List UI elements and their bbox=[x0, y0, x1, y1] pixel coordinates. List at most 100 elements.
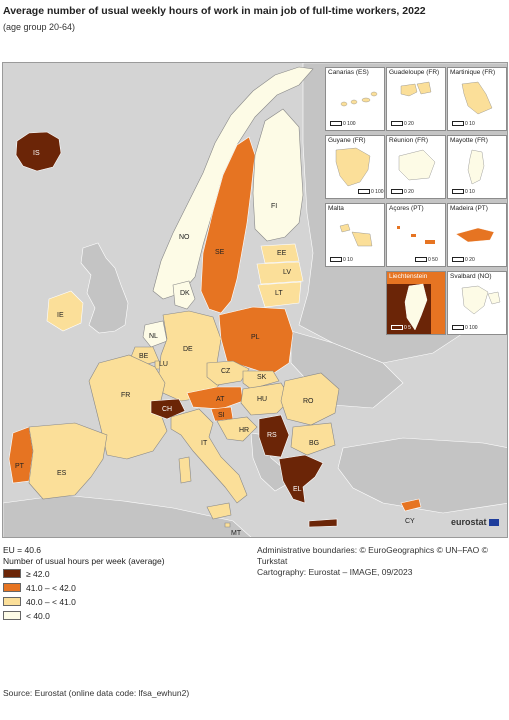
inset-reunion: Réunion (FR) 0 20 bbox=[386, 135, 446, 199]
legend-heading: Number of usual hours per week (average) bbox=[3, 556, 165, 566]
inset-canarias-label: Canarias (ES) bbox=[328, 69, 369, 76]
label-no: NO bbox=[179, 234, 190, 241]
legend-item: ≥ 42.0 bbox=[3, 567, 165, 580]
inset-malta-scale: 0 10 bbox=[330, 257, 353, 263]
inset-madeira-shape bbox=[455, 227, 495, 243]
label-lv: LV bbox=[283, 269, 291, 276]
label-ro: RO bbox=[303, 398, 314, 405]
label-is: IS bbox=[33, 150, 40, 157]
country-fr bbox=[88, 354, 168, 460]
label-fr: FR bbox=[121, 392, 130, 399]
label-hu: HU bbox=[257, 396, 267, 403]
inset-mayotte-label: Mayotte (FR) bbox=[450, 137, 488, 144]
credits-boundaries: Administrative boundaries: © EuroGeograp… bbox=[257, 545, 488, 566]
legend-item: < 40.0 bbox=[3, 609, 165, 622]
label-ch: CH bbox=[162, 406, 172, 413]
inset-madeira: Madeira (PT) 0 20 bbox=[447, 203, 507, 267]
inset-svalbard: Svalbard (NO) 0 100 bbox=[447, 271, 507, 335]
country-dk bbox=[172, 280, 196, 310]
label-hr: HR bbox=[239, 427, 249, 434]
inset-canarias-shape bbox=[340, 91, 378, 107]
inset-acores: Açores (PT) 0 50 bbox=[386, 203, 446, 267]
label-si: SI bbox=[218, 412, 225, 419]
country-pt bbox=[8, 426, 34, 484]
country-es bbox=[28, 422, 108, 500]
inset-martinique-shape bbox=[461, 81, 493, 115]
inset-guyane: Guyane (FR) 0 100 bbox=[325, 135, 385, 199]
inset-martinique-label: Martinique (FR) bbox=[450, 69, 496, 76]
legend-label: 41.0 – < 42.0 bbox=[26, 582, 76, 593]
inset-liechtenstein-shape bbox=[387, 283, 445, 334]
legend-label: ≥ 42.0 bbox=[26, 568, 50, 579]
eurostat-logo: eurostat bbox=[451, 517, 499, 527]
inset-canarias-scale: 0 100 bbox=[330, 121, 356, 127]
inset-guyane-scale: 0 100 bbox=[358, 189, 384, 195]
inset-liechtenstein-scale: 0 5 bbox=[391, 325, 411, 331]
legend-label: < 40.0 bbox=[26, 610, 50, 621]
legend-swatch bbox=[3, 597, 21, 606]
label-se: SE bbox=[215, 249, 225, 256]
label-lu: LU bbox=[159, 361, 168, 368]
country-bg bbox=[290, 422, 336, 456]
label-ie: IE bbox=[57, 312, 64, 319]
inset-guyane-label: Guyane (FR) bbox=[328, 137, 366, 144]
inset-mayotte-shape bbox=[467, 149, 485, 185]
inset-reunion-shape bbox=[398, 149, 436, 181]
country-it bbox=[170, 408, 248, 504]
inset-martinique: Martinique (FR) 0 10 bbox=[447, 67, 507, 131]
label-sk: SK bbox=[257, 374, 267, 381]
country-ee bbox=[260, 243, 300, 264]
country-pl bbox=[218, 306, 294, 376]
legend-swatch bbox=[3, 569, 21, 578]
inset-mayotte-scale: 0 10 bbox=[452, 189, 475, 195]
label-es: ES bbox=[57, 470, 67, 477]
country-se bbox=[200, 136, 256, 314]
label-el: EL bbox=[293, 486, 302, 493]
legend-swatch bbox=[3, 583, 21, 592]
land-uk bbox=[80, 242, 129, 334]
country-lt bbox=[257, 281, 302, 308]
legend-swatch bbox=[3, 611, 21, 620]
country-sk bbox=[242, 370, 280, 390]
country-hu bbox=[240, 382, 292, 416]
inset-malta-label: Malta bbox=[328, 205, 344, 212]
country-it-sicily bbox=[206, 502, 232, 520]
label-fi: FI bbox=[271, 203, 277, 210]
inset-acores-label: Açores (PT) bbox=[389, 205, 424, 212]
label-bg: BG bbox=[309, 440, 319, 447]
label-lt: LT bbox=[275, 290, 283, 297]
label-de: DE bbox=[183, 346, 193, 353]
label-dk: DK bbox=[180, 290, 190, 297]
inset-svalbard-scale: 0 100 bbox=[452, 325, 478, 331]
label-ee: EE bbox=[277, 250, 287, 257]
label-rs: RS bbox=[267, 432, 277, 439]
label-nl: NL bbox=[149, 333, 158, 340]
country-fi bbox=[252, 108, 304, 242]
country-ro bbox=[280, 372, 340, 426]
land-ukraine bbox=[290, 330, 404, 409]
land-turkey bbox=[337, 437, 507, 514]
inset-madeira-scale: 0 20 bbox=[452, 257, 475, 263]
label-cz: CZ bbox=[221, 368, 231, 375]
country-el-crete bbox=[308, 518, 338, 528]
inset-liechtenstein: Liechtenstein 0 5 bbox=[386, 271, 446, 335]
inset-guadeloupe-shape bbox=[400, 81, 432, 97]
land-north-africa bbox=[3, 494, 252, 537]
country-cy bbox=[400, 498, 422, 512]
country-nl bbox=[142, 320, 168, 348]
label-at: AT bbox=[216, 396, 225, 403]
inset-acores-scale: 0 50 bbox=[415, 257, 438, 263]
legend: EU = 40.6 Number of usual hours per week… bbox=[3, 545, 165, 622]
inset-guadeloupe-label: Guadeloupe (FR) bbox=[389, 69, 440, 76]
inset-acores-shape bbox=[397, 226, 435, 244]
inset-liechtenstein-label: Liechtenstein bbox=[389, 273, 428, 280]
inset-malta: Malta 0 10 bbox=[325, 203, 385, 267]
country-ie bbox=[46, 290, 84, 332]
inset-mayotte: Mayotte (FR) 0 10 bbox=[447, 135, 507, 199]
label-mt: MT bbox=[231, 530, 242, 537]
inset-guadeloupe: Guadeloupe (FR) 0 20 bbox=[386, 67, 446, 131]
eu-flag-icon bbox=[488, 519, 499, 527]
label-be: BE bbox=[139, 353, 149, 360]
legend-item: 41.0 – < 42.0 bbox=[3, 581, 165, 594]
map-title: Average number of usual weekly hours of … bbox=[3, 5, 426, 17]
